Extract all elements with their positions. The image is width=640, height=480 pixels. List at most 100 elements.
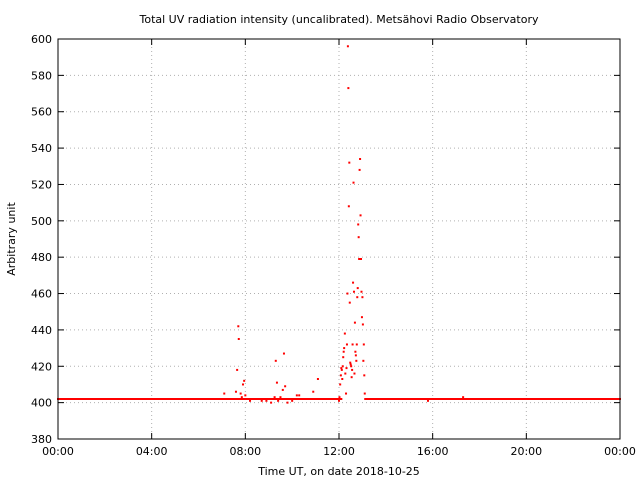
data-point [223,392,226,395]
data-point [353,372,356,375]
data-point [284,385,287,388]
x-tick-label: 16:00 [417,445,449,458]
data-point [291,399,294,402]
data-point [295,394,298,397]
data-point [349,363,352,366]
data-point [360,316,363,319]
y-tick-label: 380 [31,433,52,446]
data-point [361,323,364,326]
data-point [359,158,362,160]
data-point [241,383,244,386]
data-point [256,398,259,400]
data-point [237,325,240,328]
data-point [345,367,348,370]
data-point [234,390,237,393]
data-point [354,350,357,353]
data-point [350,365,353,368]
data-point [251,398,254,400]
data-point [342,356,345,359]
data-point [236,368,239,371]
data-point [360,290,363,293]
data-point [357,236,360,239]
data-point [239,392,242,395]
y-tick-label: 400 [31,397,52,410]
data-point [260,399,263,402]
data-point [232,398,235,400]
data-point [339,374,342,377]
y-tick-label: 460 [31,288,52,301]
x-tick-label: 12:00 [323,445,355,458]
data-point [265,399,268,402]
data-point [356,287,359,290]
grid-lines [58,39,620,439]
data-point [244,394,247,397]
data-point [426,399,429,402]
y-axis-label: Arbitrary unit [5,202,18,276]
x-tick-label: 08:00 [229,445,261,458]
x-tick-label: 00:00 [42,445,74,458]
x-tick-label: 20:00 [510,445,542,458]
y-tick-label: 520 [31,178,52,191]
data-point [352,290,355,293]
data-point [272,398,275,400]
data-point [312,390,315,393]
data-point [345,392,348,395]
data-point [352,181,355,184]
data-point [340,367,343,370]
y-tick-label: 440 [31,324,52,337]
data-point [249,399,252,402]
data-point [431,398,434,400]
data-point [355,359,358,362]
data-point [286,401,289,404]
data-point [345,343,348,346]
data-point [362,343,365,346]
data-point [298,394,301,397]
y-tick-label: 420 [31,360,52,373]
data-point [364,398,367,400]
data-point [267,398,270,400]
data-point [363,374,366,377]
data-point [237,338,240,340]
data-point [343,332,346,335]
data-point [302,398,305,400]
data-point [316,378,319,380]
data-point [274,359,277,362]
data-point [343,347,346,350]
data-point [338,399,340,402]
data-point [358,258,361,260]
data-point [281,388,284,391]
data-point [358,168,361,171]
data-point [355,343,358,346]
data-point [349,361,352,364]
data-point [282,352,285,355]
data-point [243,379,246,382]
data-point [347,205,350,208]
data-point [359,214,362,217]
data-point [354,354,357,357]
y-tick-label: 600 [31,33,52,46]
data-point [270,401,273,404]
data-point [347,87,350,90]
y-tick-label: 480 [31,251,52,264]
data-point [273,396,276,399]
x-axis-label: Time UT, on date 2018-10-25 [257,465,420,478]
data-point [279,396,282,399]
data-point [344,372,347,375]
data-point [348,301,351,304]
data-point [353,321,356,324]
data-point [595,398,598,400]
data-point [356,296,359,299]
data-point [342,350,345,353]
data-point [240,396,243,399]
data-point [351,368,354,371]
y-tick-label: 560 [31,106,52,119]
data-point [178,398,181,400]
data-point [277,399,280,402]
data-point [361,296,364,299]
data-point [352,281,355,284]
data-point [275,381,278,384]
data-point [462,396,465,399]
data-point [341,378,344,380]
